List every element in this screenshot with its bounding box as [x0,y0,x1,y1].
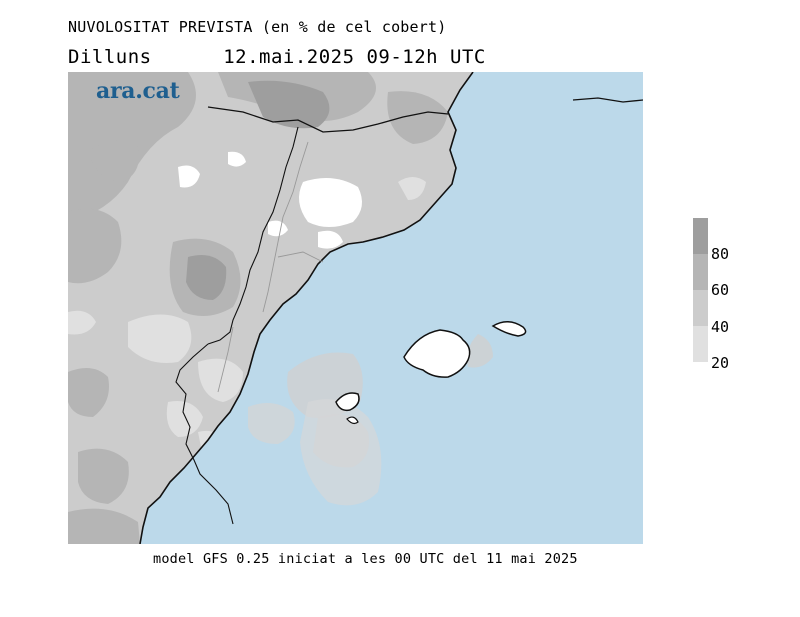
legend-swatch-40 [693,290,708,326]
forecast-time: 12.mai.2025 09-12h UTC [223,46,486,68]
border-france-east [572,97,644,103]
formentera-island [346,416,359,425]
legend-swatch-20 [693,326,708,362]
cloud-cover-map [68,71,644,545]
legend-swatch-80 [693,218,708,254]
legend-label-80: 80 [711,245,730,263]
coastline [139,71,474,545]
legend-swatch-60 [693,254,708,290]
border-catalonia-aragon [207,126,299,345]
model-info: model GFS 0.25 iniciat a les 00 UTC del … [153,551,578,567]
legend-label-20: 20 [711,354,730,372]
province-borders [217,141,324,393]
map-svg [68,71,644,545]
mallorca-island [403,329,471,378]
legend [693,218,708,362]
border-valencia-aragon [175,343,234,525]
legend-label-40: 40 [711,318,730,336]
menorca-island [491,321,527,337]
map-title: NUVOLOSITAT PREVISTA (en % de cel cobert… [68,18,447,36]
legend-label-60: 60 [711,281,730,299]
eivissa-island [335,392,360,412]
ara-cat-logo: ara.cat [96,78,180,104]
forecast-datetime: Dilluns 12.mai.2025 09-12h UTC [68,46,486,68]
forecast-day: Dilluns [68,46,152,68]
border-france [207,106,449,133]
